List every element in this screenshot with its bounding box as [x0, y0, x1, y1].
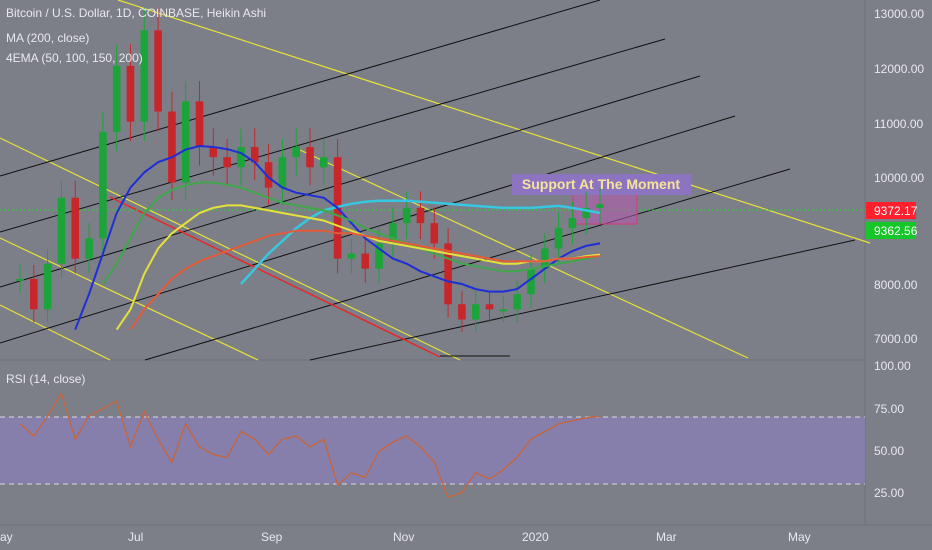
- price-tick: 10000.00: [874, 171, 924, 185]
- rsi-indicator-label: RSI (14, close): [6, 372, 85, 386]
- price-tick: 12000.00: [874, 62, 924, 76]
- candle-body: [471, 304, 480, 320]
- candle-body: [16, 278, 24, 281]
- rsi-tick: 100.00: [874, 359, 911, 373]
- candle-body: [375, 243, 383, 269]
- candle-body: [458, 304, 466, 320]
- candle-body: [71, 197, 80, 259]
- candle-body: [320, 157, 328, 168]
- candle-body: [499, 309, 508, 312]
- last-price-tag: [866, 202, 916, 219]
- rsi-band: [0, 417, 865, 484]
- candle-body: [43, 263, 52, 310]
- candle-body: [278, 157, 287, 188]
- rsi-tick: 25.00: [874, 486, 904, 500]
- price-tick: 11000.00: [874, 117, 923, 131]
- price-tick: 7000.00: [874, 332, 918, 346]
- time-label: May: [788, 530, 811, 544]
- candle-body: [416, 207, 425, 224]
- candle-body: [223, 157, 231, 168]
- candle-body: [99, 131, 107, 239]
- candle-body: [292, 147, 300, 158]
- candle-body: [444, 243, 452, 305]
- candle-body: [195, 101, 204, 148]
- ema50-line: [74, 144, 601, 330]
- fan-line-6: [309, 239, 856, 361]
- candle-body: [168, 111, 176, 183]
- rsi-tick: 50.00: [874, 444, 904, 458]
- candle-body: [250, 147, 259, 163]
- candle-body: [540, 248, 549, 269]
- rsi-line: [19, 391, 601, 499]
- fan-line-3: [0, 75, 701, 288]
- red-trend-line: [109, 196, 441, 358]
- candle-body: [513, 294, 521, 310]
- candle-body: [154, 30, 162, 112]
- candle-body: [402, 207, 411, 224]
- ema-indicator-label: 4EMA (50, 100, 150, 200): [6, 51, 143, 65]
- candle-body: [485, 304, 494, 310]
- time-label: ay: [0, 530, 13, 544]
- rsi-pane: [19, 391, 601, 499]
- candle-body: [554, 228, 563, 249]
- time-label: Jul: [128, 530, 143, 544]
- candle-body: [126, 65, 135, 122]
- price-tick: 8000.00: [874, 278, 918, 292]
- ma-indicator-label: MA (200, close): [6, 31, 89, 45]
- candle-body: [209, 147, 218, 158]
- candle-body: [347, 253, 356, 259]
- annotation-callout[interactable]: Support At The Moment: [512, 174, 691, 195]
- fan-line-2: [0, 38, 666, 233]
- candle-body: [306, 147, 314, 168]
- ma200-line: [240, 199, 601, 285]
- candle-body: [140, 30, 149, 122]
- candle-body: [430, 223, 439, 244]
- candle-body: [30, 278, 38, 310]
- channel-right-line: [299, 149, 749, 359]
- time-label: Mar: [656, 530, 677, 544]
- candle-body: [57, 197, 66, 264]
- candle-body: [568, 218, 577, 229]
- moving-averages: [74, 144, 601, 331]
- candle-body: [112, 65, 121, 132]
- price-tick: 13000.00: [874, 7, 924, 21]
- channel-upper-line: [117, 0, 871, 244]
- time-label: 2020: [522, 530, 549, 544]
- last-price-text: 9372.17: [874, 204, 918, 218]
- candle-body: [596, 204, 604, 208]
- ma-price-text: 9362.56: [874, 224, 918, 238]
- ema200-line: [129, 229, 601, 331]
- channel-lower-line: [0, 304, 111, 361]
- annotation-background: [512, 174, 691, 195]
- chart-title: Bitcoin / U.S. Dollar, 1D, COINBASE, Hei…: [6, 6, 266, 20]
- candle-body: [582, 207, 590, 219]
- candle-body: [237, 147, 245, 168]
- candle-body: [361, 253, 370, 269]
- candle-body: [527, 268, 535, 295]
- rsi-tick: 75.00: [874, 402, 904, 416]
- ma-price-tag: [866, 222, 916, 239]
- annotation-text: Support At The Moment: [522, 176, 680, 192]
- candle-body: [181, 101, 190, 183]
- candle-body: [85, 238, 93, 259]
- time-label: Sep: [261, 530, 283, 544]
- time-label: Nov: [393, 530, 414, 544]
- candle-body: [389, 223, 397, 244]
- candle-body: [264, 162, 273, 188]
- ema150-line: [115, 204, 601, 331]
- ema100-line: [102, 181, 601, 285]
